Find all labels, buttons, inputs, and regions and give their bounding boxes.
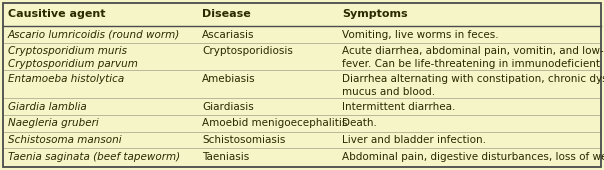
Text: Amoebid menigoecephalitis: Amoebid menigoecephalitis [202, 118, 347, 129]
Text: Intermittent diarrhea.: Intermittent diarrhea. [342, 102, 455, 112]
Text: Taenia saginata (beef tapeworm): Taenia saginata (beef tapeworm) [8, 152, 180, 162]
Text: Cryptosporidium muris
Cryptosporidium parvum: Cryptosporidium muris Cryptosporidium pa… [8, 46, 138, 69]
Text: Taeniasis: Taeniasis [202, 152, 249, 162]
Text: Ascario lumricoidis (round worm): Ascario lumricoidis (round worm) [8, 30, 180, 39]
Text: Schistosomiasis: Schistosomiasis [202, 135, 285, 145]
Text: Symptoms: Symptoms [342, 9, 408, 19]
Text: Causitive agent: Causitive agent [8, 9, 106, 19]
Text: Abdominal pain, digestive disturbances, loss of weight.: Abdominal pain, digestive disturbances, … [342, 152, 604, 162]
Text: Liver and bladder infection.: Liver and bladder infection. [342, 135, 486, 145]
Text: Death.: Death. [342, 118, 377, 129]
Text: Vomiting, live worms in feces.: Vomiting, live worms in feces. [342, 30, 499, 39]
Text: Giardiasis: Giardiasis [202, 102, 254, 112]
Text: Acute diarrhea, abdominal pain, vomitin, and low-grade
fever. Can be life-threat: Acute diarrhea, abdominal pain, vomitin,… [342, 46, 604, 69]
Text: Disease: Disease [202, 9, 251, 19]
FancyBboxPatch shape [3, 3, 601, 167]
Text: Diarrhea alternating with constipation, chronic dysentery with
mucus and blood.: Diarrhea alternating with constipation, … [342, 74, 604, 97]
Text: Naegleria gruberi: Naegleria gruberi [8, 118, 98, 129]
Text: Schistosoma mansoni: Schistosoma mansoni [8, 135, 121, 145]
Text: Ascariasis: Ascariasis [202, 30, 254, 39]
Text: Amebiasis: Amebiasis [202, 74, 255, 84]
Text: Entamoeba histolytica: Entamoeba histolytica [8, 74, 124, 84]
Text: Cryptosporidiosis: Cryptosporidiosis [202, 46, 293, 56]
Text: Giardia lamblia: Giardia lamblia [8, 102, 87, 112]
